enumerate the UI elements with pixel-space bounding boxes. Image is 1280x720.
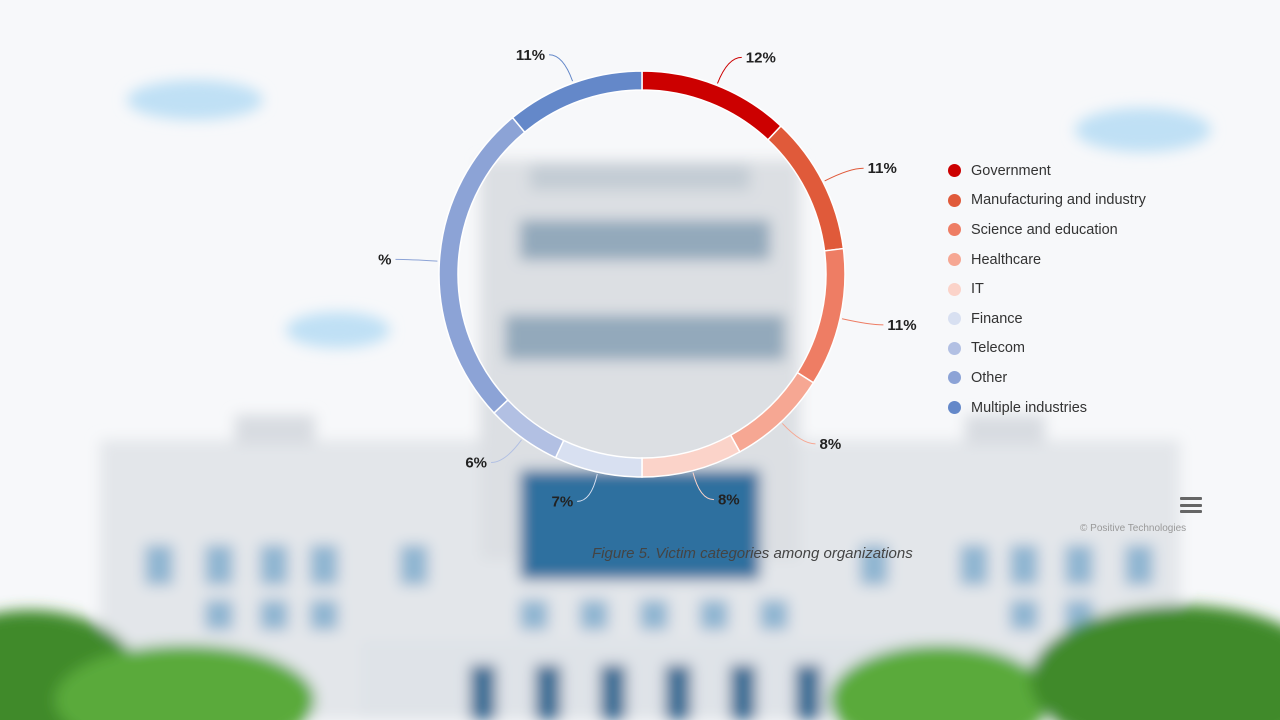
- legend-item[interactable]: IT: [948, 274, 1146, 304]
- data-label: %: [378, 251, 391, 268]
- legend-label: Multiple industries: [971, 399, 1088, 416]
- legend-swatch: [948, 371, 961, 385]
- connector-line: [491, 439, 522, 464]
- slice-manufacturing-and-industry[interactable]: [766, 124, 845, 252]
- legend-swatch: [948, 341, 961, 355]
- legend-swatch: [948, 282, 961, 296]
- legend-swatch: [948, 312, 961, 326]
- chart-menu-icon[interactable]: [1180, 497, 1202, 515]
- chart-legend: Government Manufacturing and industry Scie…: [948, 156, 1146, 422]
- slice-healthcare[interactable]: [729, 371, 815, 453]
- legend-item[interactable]: Science and education: [948, 215, 1146, 245]
- data-label: 12%: [746, 49, 776, 66]
- connector-line: [717, 56, 742, 84]
- legend-label: Telecom: [971, 340, 1025, 357]
- slice-government[interactable]: [641, 70, 783, 141]
- data-label: 11%: [516, 47, 545, 64]
- slice-multiple-industries[interactable]: [511, 70, 643, 134]
- legend-item[interactable]: Government: [948, 156, 1146, 186]
- legend-item[interactable]: Multiple industries: [948, 393, 1146, 423]
- connector-line: [577, 473, 598, 502]
- data-label: 7%: [551, 493, 573, 510]
- legend-item[interactable]: Other: [948, 363, 1146, 393]
- connector-line: [692, 472, 714, 501]
- connector-line: [395, 258, 438, 262]
- slice-it[interactable]: [641, 434, 741, 478]
- slice-telecom[interactable]: [492, 398, 565, 459]
- legend-label: Science and education: [971, 221, 1118, 238]
- legend-swatch: [948, 223, 961, 237]
- legend-item[interactable]: Finance: [948, 304, 1146, 334]
- legend-item[interactable]: Telecom: [948, 334, 1146, 364]
- slice-finance[interactable]: [554, 439, 643, 478]
- connector-line: [824, 167, 864, 182]
- legend-swatch: [948, 401, 961, 415]
- legend-label: Government: [971, 162, 1051, 179]
- legend-swatch: [948, 253, 961, 267]
- connector-line: [841, 318, 884, 326]
- slice-other[interactable]: [438, 116, 526, 415]
- legend-label: Manufacturing and industry: [971, 192, 1146, 209]
- legend-label: IT: [971, 281, 984, 298]
- figure-caption: Figure 5. Victim categories among organi…: [592, 545, 913, 562]
- legend-item[interactable]: Healthcare: [948, 245, 1146, 275]
- data-label: 11%: [887, 317, 916, 334]
- connector-line: [549, 54, 574, 82]
- data-label: 8%: [718, 492, 740, 509]
- data-label: 11%: [868, 160, 897, 177]
- data-label: 8%: [819, 436, 841, 453]
- legend-label: Other: [971, 369, 1008, 386]
- legend-label: Healthcare: [971, 251, 1042, 268]
- connector-line: [781, 423, 816, 445]
- legend-item[interactable]: Manufacturing and industry: [948, 186, 1146, 216]
- legend-swatch: [948, 193, 961, 207]
- data-label: 6%: [465, 455, 487, 472]
- legend-swatch: [948, 164, 961, 178]
- legend-label: Finance: [971, 310, 1023, 327]
- slice-science-and-education[interactable]: [796, 247, 846, 384]
- chart-credit: © Positive Technologies: [1080, 523, 1187, 534]
